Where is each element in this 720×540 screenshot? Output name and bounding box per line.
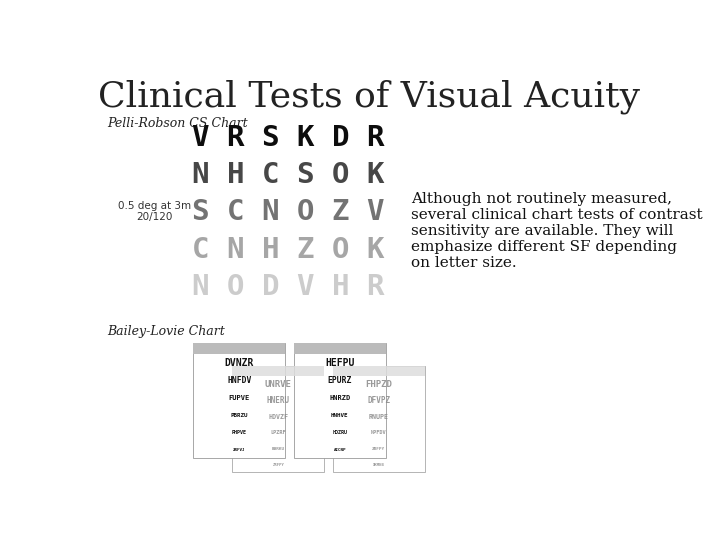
Text: PHPVE: PHPVE <box>232 430 247 435</box>
Text: ZRFPY: ZRFPY <box>372 447 385 451</box>
Text: UNRVE: UNRVE <box>265 380 292 389</box>
Text: XKMNB: XKMNB <box>373 463 384 467</box>
Text: N O D V H R: N O D V H R <box>192 273 384 301</box>
Text: HDVZF: HDVZF <box>269 414 288 420</box>
FancyBboxPatch shape <box>193 343 285 458</box>
Text: DVNZR: DVNZR <box>225 358 254 368</box>
FancyBboxPatch shape <box>233 366 324 472</box>
Text: HNFDV: HNFDV <box>227 376 251 385</box>
Text: Clinical Tests of Visual Acuity: Clinical Tests of Visual Acuity <box>98 79 640 114</box>
Text: EPURZ: EPURZ <box>328 376 352 385</box>
Text: AICNP: AICNP <box>333 448 346 452</box>
Text: ZRFPY: ZRFPY <box>272 463 284 467</box>
Text: FHPZD: FHPZD <box>365 380 392 389</box>
FancyBboxPatch shape <box>333 366 425 472</box>
Text: S C N O Z V: S C N O Z V <box>192 198 384 226</box>
Text: 20/120: 20/120 <box>136 212 172 221</box>
Text: ZRFVJ: ZRFVJ <box>233 448 246 452</box>
Text: BHRKU: BHRKU <box>271 447 285 451</box>
Text: Pelli-Robson CS Chart: Pelli-Robson CS Chart <box>107 117 248 130</box>
FancyBboxPatch shape <box>294 343 386 354</box>
FancyBboxPatch shape <box>294 343 386 458</box>
Text: 0.5 deg at 3m: 0.5 deg at 3m <box>117 201 191 211</box>
Text: V R S K D R: V R S K D R <box>192 124 384 152</box>
Text: HNHVE: HNHVE <box>331 413 348 418</box>
Text: LPZRF: LPZRF <box>271 430 286 435</box>
Text: Although not routinely measured,
several clinical chart tests of contrast
sensit: Although not routinely measured, several… <box>411 192 703 271</box>
FancyBboxPatch shape <box>233 366 324 376</box>
Text: RNUPE: RNUPE <box>369 414 389 420</box>
Text: HNERU: HNERU <box>267 396 290 405</box>
Text: Bailey-Lovie Chart: Bailey-Lovie Chart <box>107 325 225 338</box>
Text: NPFDV: NPFDV <box>371 430 387 435</box>
Text: HNRZD: HNRZD <box>329 395 351 401</box>
Text: PBRZU: PBRZU <box>230 413 248 418</box>
Text: HOZRU: HOZRU <box>332 430 347 435</box>
FancyBboxPatch shape <box>193 343 285 354</box>
Text: HEFPU: HEFPU <box>325 358 354 368</box>
Text: DFVPZ: DFVPZ <box>367 396 390 405</box>
Text: N H C S O K: N H C S O K <box>192 161 384 189</box>
Text: C N H Z O K: C N H Z O K <box>192 236 384 264</box>
Text: FUPVE: FUPVE <box>229 395 250 401</box>
FancyBboxPatch shape <box>333 366 425 376</box>
